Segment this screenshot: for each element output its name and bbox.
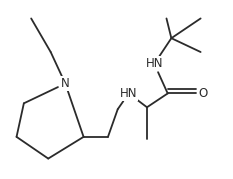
Text: O: O [199,87,208,100]
Text: N: N [61,77,70,90]
Text: HN: HN [120,87,137,100]
Text: HN: HN [146,57,163,70]
